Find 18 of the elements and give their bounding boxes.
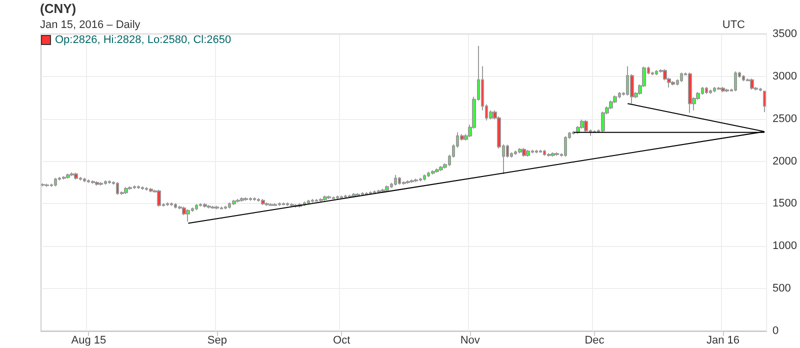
y-tick-label: 2000 — [772, 155, 798, 168]
x-tick-label: Sep — [207, 334, 227, 346]
x-tick-label: Oct — [333, 334, 350, 346]
chart-title: (CNY) — [40, 1, 76, 16]
x-tick-label: Dec — [584, 334, 605, 346]
y-tick-label: 2500 — [772, 112, 798, 125]
y-tick-label: 0 — [772, 325, 779, 337]
y-tick-label: 500 — [772, 282, 791, 295]
y-tick-label: 3000 — [772, 70, 798, 82]
y-tick-label: 3500 — [772, 28, 798, 40]
chart-subtitle: Jan 15, 2016 – Daily — [40, 19, 140, 31]
annotation: Op:2826, Hi:2828, Lo:2580, Cl:2650 — [55, 34, 232, 46]
y-tick-label: 1000 — [772, 240, 798, 252]
x-tick-label: Nov — [460, 334, 480, 346]
x-tick-label: Aug 15 — [71, 334, 106, 346]
x-tick-label: Jan 16 — [706, 334, 740, 346]
y-tick-label: 1500 — [772, 198, 798, 210]
text: UTC — [722, 19, 745, 31]
